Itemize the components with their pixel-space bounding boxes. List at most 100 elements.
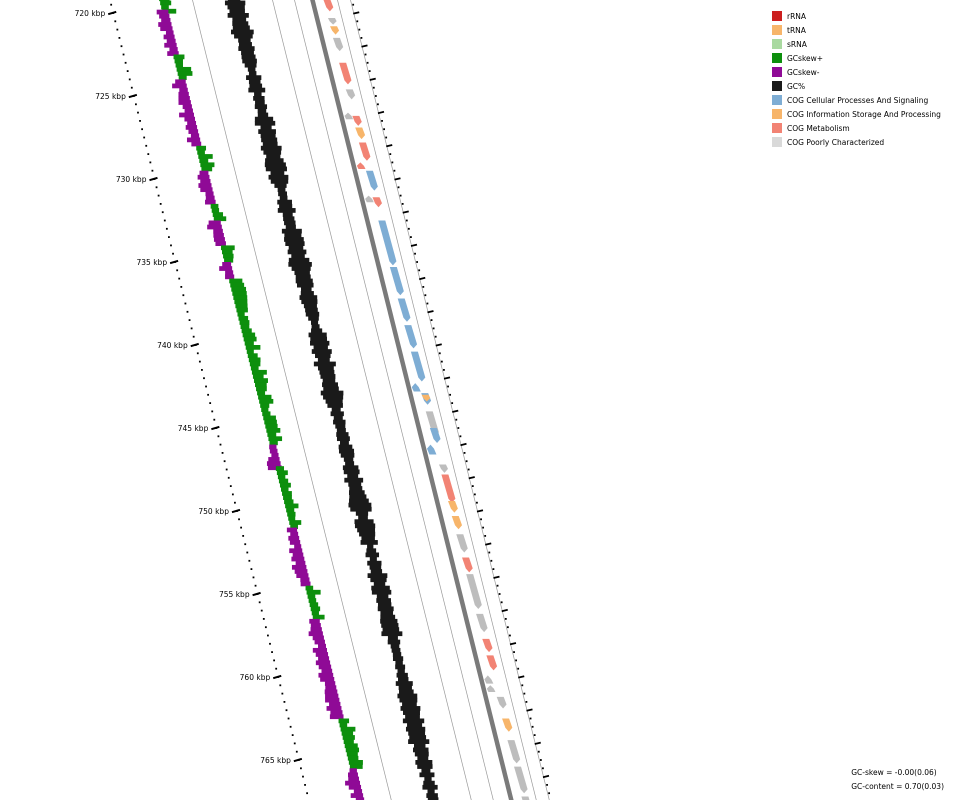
scale-dot — [149, 161, 152, 164]
gc-content-bar — [311, 324, 320, 329]
scale-dot — [137, 111, 139, 114]
gc-content-bar — [422, 784, 438, 790]
scale-dot — [244, 543, 247, 546]
gc-content-bar — [305, 307, 318, 313]
scale-dot — [273, 659, 276, 662]
gc-skew-positive-bar — [242, 332, 256, 338]
outer-dot — [539, 759, 542, 761]
scale-dot — [246, 551, 249, 554]
gc-skew-negative-bar — [267, 465, 282, 471]
gc-skew-positive-bar — [223, 253, 234, 259]
gc-content-bar — [238, 42, 252, 47]
scale-dot — [110, 3, 113, 6]
gc-skew-negative-bar — [208, 220, 221, 226]
scale-dot — [221, 452, 224, 454]
gene-feature — [365, 195, 374, 203]
scale-dot — [155, 186, 158, 189]
gene-feature — [496, 696, 507, 709]
outer-tick — [460, 442, 467, 447]
gc-content-bar — [360, 540, 378, 545]
gc-skew-negative-bar — [185, 125, 198, 130]
legend-label: COG Poorly Characterized — [787, 137, 885, 147]
scale-dot — [211, 410, 214, 413]
gene-feature — [426, 444, 437, 455]
gc-skew-positive-bar — [283, 495, 292, 500]
outer-tick — [361, 44, 368, 48]
gene-feature — [345, 89, 356, 100]
gc-content-bar — [387, 635, 398, 641]
gc-content-bar — [325, 398, 343, 404]
outer-tick — [377, 110, 385, 115]
ring-line — [192, 0, 392, 800]
gc-skew-negative-bar — [318, 672, 334, 678]
gc-skew-positive-bar — [288, 515, 296, 521]
gc-skew-negative-bar — [158, 22, 172, 27]
gc-content-bar — [348, 502, 372, 508]
gc-content-bar — [367, 573, 388, 578]
gc-skew-positive-bar — [213, 216, 227, 222]
legend-label: GCskew+ — [787, 53, 824, 63]
scale-dot — [227, 476, 230, 479]
outer-dot — [440, 360, 443, 363]
scale-major-tick — [190, 342, 200, 348]
gc-content-bar — [315, 353, 331, 359]
gc-skew-negative-bar — [200, 187, 213, 193]
gc-skew-negative-bar — [314, 639, 325, 645]
gc-content-bar — [301, 299, 318, 305]
gc-skew-negative-bar — [179, 87, 188, 93]
gc-content-bar — [376, 598, 391, 603]
gc-content-bar — [409, 735, 427, 740]
gc-content-bar — [320, 390, 344, 396]
outer-dot — [364, 53, 367, 56]
gc-skew-negative-bar — [184, 108, 193, 114]
scale-dot — [143, 136, 146, 139]
gene-feature — [514, 766, 528, 794]
gc-content-bar — [254, 91, 262, 97]
gc-skew-positive-bar — [247, 353, 258, 359]
gene-feature — [466, 574, 482, 609]
scale-dot — [139, 120, 141, 122]
scale-major-tick — [293, 757, 303, 763]
scale-dot — [190, 327, 193, 330]
outer-dot — [465, 460, 468, 463]
legend-item: COG Metabolism — [772, 121, 941, 135]
gc-content-bar — [343, 457, 354, 462]
scale-major-tick — [128, 93, 138, 99]
gc-content-bar — [347, 473, 359, 479]
gc-skew-negative-bar — [350, 793, 364, 798]
gene-feature — [372, 197, 382, 208]
gc-content-bar — [310, 320, 319, 325]
outer-tick — [468, 476, 475, 480]
gc-skew-positive-bar — [232, 291, 247, 296]
scale-dot — [184, 302, 187, 305]
gc-skew-negative-bar — [161, 17, 171, 23]
gc-content-bar — [232, 25, 250, 31]
gc-content-bar — [370, 577, 387, 583]
gc-content-bar — [291, 253, 305, 259]
outer-tick — [485, 542, 492, 546]
gc-skew-negative-bar — [215, 241, 226, 246]
gc-content-bar — [333, 419, 346, 425]
gc-content-bar — [257, 108, 267, 114]
gc-content-bar — [248, 87, 266, 93]
gc-skew-negative-bar — [200, 179, 211, 184]
gene-feature — [429, 428, 441, 443]
scale-dot — [118, 37, 121, 39]
gc-skew-negative-bar — [179, 112, 194, 118]
gc-content-bar — [248, 79, 261, 85]
gc-content-bar — [317, 365, 334, 371]
scale-tick-label: 755 kbp — [219, 590, 250, 599]
backbone-axis — [310, 0, 514, 800]
scale-dot — [203, 377, 205, 380]
gc-skew-negative-bar — [286, 527, 298, 533]
gene-feature — [476, 613, 488, 633]
gc-skew-positive-bar — [244, 340, 254, 346]
gc-content-bar — [343, 469, 360, 475]
outer-dot — [548, 792, 551, 795]
gc-skew-negative-bar — [291, 556, 305, 562]
outer-dot — [426, 302, 429, 305]
gc-content-bar — [305, 311, 320, 317]
gc-content-bar — [291, 266, 311, 271]
gc-content-bar — [336, 428, 346, 433]
gc-skew-positive-bar — [262, 411, 271, 417]
